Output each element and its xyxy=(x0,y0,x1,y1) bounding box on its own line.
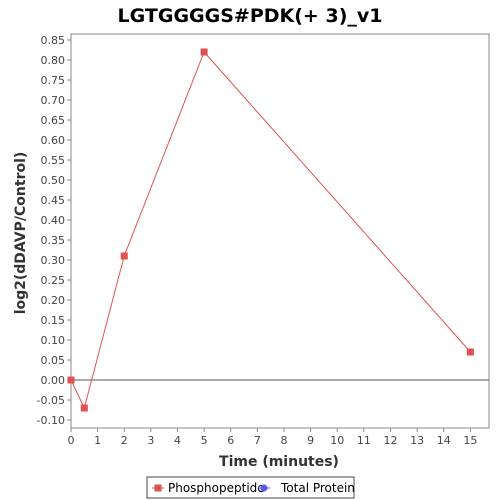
y-tick-label: -0.10 xyxy=(37,414,65,427)
data-point xyxy=(67,376,75,384)
y-tick-label: 0.80 xyxy=(41,54,66,67)
legend: Phosphopeptide Total Protein xyxy=(146,476,355,499)
y-tick-label: 0.65 xyxy=(41,114,66,127)
legend-marker-0 xyxy=(154,484,162,492)
y-tick-label: 0.35 xyxy=(41,234,66,247)
x-tick-label: 14 xyxy=(437,434,451,447)
legend-box xyxy=(146,476,355,499)
x-tick-label: 5 xyxy=(201,434,208,447)
x-tick-label: 12 xyxy=(383,434,397,447)
y-tick-label: 0.60 xyxy=(41,134,66,147)
x-tick-label: 15 xyxy=(463,434,477,447)
y-tick-label: 0.20 xyxy=(41,294,66,307)
x-tick-label: 3 xyxy=(147,434,154,447)
y-tick-label: 0.00 xyxy=(41,374,66,387)
y-tick-label: 0.50 xyxy=(41,174,66,187)
y-tick-label: 0.10 xyxy=(41,334,66,347)
y-tick-label: 0.45 xyxy=(41,194,66,207)
y-tick-label: 0.55 xyxy=(41,154,66,167)
y-tick-label: 0.75 xyxy=(41,74,66,87)
y-tick-label: 0.85 xyxy=(41,34,66,47)
y-tick-label: 0.70 xyxy=(41,94,66,107)
plot-border xyxy=(70,33,490,429)
x-tick-label: 13 xyxy=(410,434,424,447)
y-tick-label: 0.30 xyxy=(41,254,66,267)
x-tick-label: 10 xyxy=(330,434,344,447)
x-tick-label: 8 xyxy=(280,434,287,447)
y-tick-label: 0.25 xyxy=(41,274,66,287)
x-tick-label: 1 xyxy=(94,434,101,447)
chart-title: LGTGGGGS#PDK(+ 3)_v1 xyxy=(118,5,383,27)
x-tick-label: 6 xyxy=(227,434,234,447)
data-point xyxy=(120,252,128,260)
x-axis: 0 1 2 3 4 5 6 7 8 9 10 11 12 13 14 15 xyxy=(68,428,477,447)
data-point xyxy=(80,404,88,412)
x-tick-label: 4 xyxy=(174,434,181,447)
legend-label-0: Phosphopeptide xyxy=(168,481,265,495)
legend-marker-1 xyxy=(260,484,268,492)
x-tick-label: 9 xyxy=(307,434,314,447)
data-point xyxy=(466,348,474,356)
data-point xyxy=(200,48,208,56)
x-tick-label: 11 xyxy=(357,434,371,447)
y-tick-label: -0.05 xyxy=(37,394,65,407)
x-axis-title: Time (minutes) xyxy=(219,454,339,470)
series-layer xyxy=(67,48,474,412)
x-tick-label: 7 xyxy=(254,434,261,447)
x-tick-label: 2 xyxy=(121,434,128,447)
plot-area xyxy=(70,33,490,429)
y-axis: -0.10 -0.05 0.00 0.05 0.10 0.15 0.20 0.25 0.30 0.… xyxy=(37,34,71,427)
y-axis-title: log2(dDAVP/Control) xyxy=(13,152,29,315)
y-tick-label: 0.05 xyxy=(41,354,66,367)
x-tick-label: 0 xyxy=(68,434,75,447)
y-tick-label: 0.15 xyxy=(41,314,66,327)
legend-label-1: Total Protein xyxy=(280,481,355,495)
y-tick-label: 0.40 xyxy=(41,214,66,227)
